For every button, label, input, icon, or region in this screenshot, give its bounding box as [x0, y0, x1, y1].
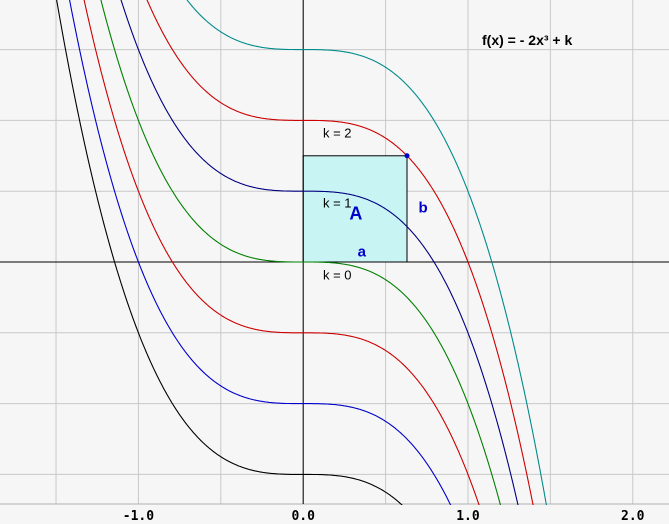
- curve-k-3: [186, 0, 551, 524]
- x-tick-labels: -1.0 0.0 1.0 2.0: [123, 509, 645, 524]
- annotation-b: b: [419, 199, 428, 216]
- x-tick-label: 1.0: [456, 509, 480, 524]
- axis-strip: [0, 505, 669, 524]
- annotation-a: a: [358, 243, 367, 260]
- curve-k-0: [100, 0, 507, 524]
- corner-point: [404, 153, 410, 159]
- curve-k--1: [83, 0, 486, 524]
- curve-labels: k = 2 k = 1 k = 0: [323, 125, 352, 282]
- curve-k-2: [146, 0, 538, 524]
- annotation-A: A: [349, 204, 362, 224]
- curve-k--3: [56, 0, 421, 524]
- x-tick-label: -1.0: [123, 509, 154, 524]
- x-tick-label: 2.0: [621, 509, 645, 524]
- area-rectangle: [302, 155, 408, 263]
- axes: [0, 0, 669, 504]
- curve-k--2: [69, 0, 460, 524]
- grid: [0, 0, 669, 505]
- curve-k-1: [120, 0, 523, 524]
- curve-label: k = 2: [323, 125, 352, 140]
- x-tick-label: 0.0: [291, 509, 315, 524]
- curve-label: k = 0: [323, 268, 352, 283]
- chart-title: f(x) = - 2x³ + k: [482, 32, 572, 48]
- area-rectangle-layer: [302, 155, 408, 263]
- curve-label: k = 1: [323, 195, 352, 210]
